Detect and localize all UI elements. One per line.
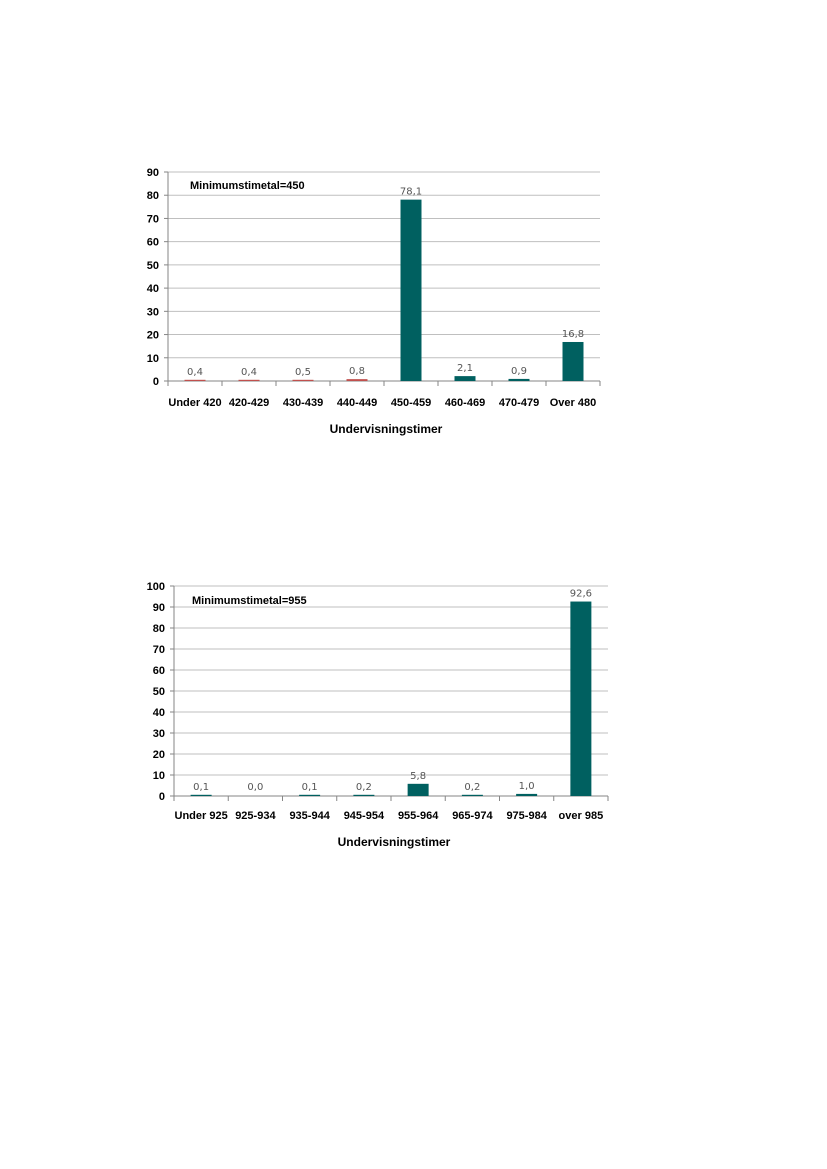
x-category-label: 470-479 [499, 397, 539, 409]
bar [292, 379, 314, 381]
y-tick-label: 40 [147, 283, 159, 295]
bar [299, 794, 321, 796]
bar [407, 783, 429, 796]
x-category-label: 975-984 [506, 810, 547, 822]
x-category-label: 460-469 [445, 397, 485, 409]
data-label: 0,2 [464, 782, 480, 793]
bar [353, 794, 375, 796]
chart-2-x-axis-title: Undervisningstimer [338, 835, 451, 849]
y-tick-label: 80 [153, 623, 165, 635]
x-category-label: Under 420 [168, 397, 221, 409]
x-category-label: 925-934 [235, 810, 276, 822]
y-tick-label: 80 [147, 190, 159, 202]
data-label: 78,1 [400, 187, 422, 198]
x-category-label: 420-429 [229, 397, 269, 409]
y-tick-label: 90 [147, 167, 159, 179]
bar [461, 794, 483, 796]
x-category-label: Over 480 [550, 397, 596, 409]
bar [562, 341, 584, 381]
data-label: 0,1 [193, 782, 209, 793]
data-label: 92,6 [570, 589, 592, 600]
y-tick-label: 50 [147, 260, 159, 272]
data-label: 0,4 [187, 367, 203, 378]
x-category-label: 430-439 [283, 397, 323, 409]
y-tick-label: 70 [147, 213, 159, 225]
x-category-label: 935-944 [289, 810, 330, 822]
bar [184, 379, 206, 381]
x-category-label: 450-459 [391, 397, 431, 409]
x-category-label: 945-954 [344, 810, 385, 822]
y-tick-label: 10 [147, 353, 159, 365]
data-label: 0,4 [241, 367, 257, 378]
x-category-label: 955-964 [398, 810, 439, 822]
x-category-label: 965-974 [452, 810, 493, 822]
data-label: 2,1 [457, 363, 473, 374]
y-tick-label: 60 [147, 237, 159, 249]
data-label: 0,2 [356, 782, 372, 793]
chart-2-annotation: Minimumstimetal=955 [192, 595, 307, 607]
data-label: 0,0 [247, 782, 263, 793]
bar [238, 379, 260, 381]
data-label: 0,5 [295, 367, 311, 378]
x-category-label: over 985 [559, 810, 604, 822]
bar [400, 199, 422, 381]
y-tick-label: 20 [153, 749, 165, 761]
data-label: 0,8 [349, 366, 365, 377]
chart-1-annotation: Minimumstimetal=450 [190, 180, 305, 192]
bar [508, 378, 530, 381]
y-tick-label: 0 [153, 376, 159, 388]
y-tick-label: 100 [147, 581, 165, 593]
y-tick-label: 40 [153, 707, 165, 719]
bar [190, 794, 212, 796]
chart-1-x-axis-title: Undervisningstimer [330, 422, 443, 436]
y-tick-label: 60 [153, 665, 165, 677]
y-tick-label: 50 [153, 686, 165, 698]
bar [570, 601, 592, 796]
y-tick-label: 20 [147, 330, 159, 342]
data-label: 1,0 [519, 781, 535, 792]
y-tick-label: 30 [153, 728, 165, 740]
bar [516, 793, 538, 796]
y-tick-label: 10 [153, 770, 165, 782]
data-label: 0,1 [302, 782, 318, 793]
data-label: 5,8 [410, 771, 426, 782]
y-tick-label: 30 [147, 306, 159, 318]
bar [454, 376, 476, 381]
data-label: 0,9 [511, 366, 527, 377]
y-tick-label: 0 [159, 791, 165, 803]
bar [346, 379, 368, 381]
x-category-label: Under 925 [175, 810, 228, 822]
data-label: 16,8 [562, 329, 584, 340]
y-tick-label: 70 [153, 644, 165, 656]
x-category-label: 440-449 [337, 397, 377, 409]
y-tick-label: 90 [153, 602, 165, 614]
